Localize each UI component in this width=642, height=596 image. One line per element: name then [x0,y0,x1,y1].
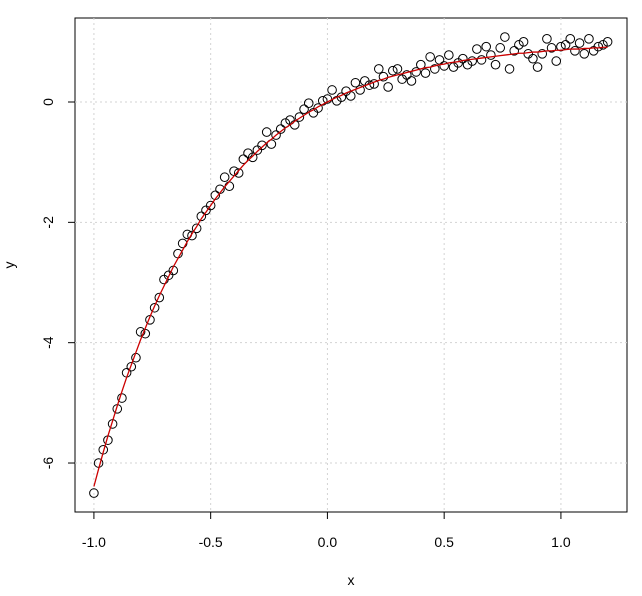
point [570,46,580,56]
point [275,124,286,134]
point [191,223,202,234]
point [486,50,496,60]
point [439,61,449,71]
point [378,71,389,82]
point [481,41,491,52]
point [528,53,538,64]
point [135,327,146,337]
point [542,34,552,44]
point [574,38,585,48]
point [303,98,314,109]
x-axis-label: x [348,572,355,588]
point [229,166,239,176]
point [406,76,417,86]
point [252,145,263,155]
y-tick-label: -2 [40,216,56,229]
point [565,34,576,44]
point [537,49,548,59]
point [411,67,421,77]
x-tick-label: 0.5 [434,534,454,550]
point [154,292,165,303]
point [458,53,468,64]
y-tick-label: 0 [40,98,56,106]
point [387,65,398,76]
point [117,393,127,403]
point [392,64,403,74]
y-tick-label: -6 [40,457,56,470]
point [313,103,323,113]
point [261,127,272,137]
point [467,56,477,66]
plot-frame [74,17,628,513]
y-axis-label: y [1,262,17,269]
fit-line [93,46,608,487]
point [434,55,445,65]
point [476,55,487,65]
point [350,77,361,88]
point [402,70,412,80]
point [420,68,431,78]
point [556,41,566,52]
point [257,140,267,151]
point [233,168,244,178]
point [219,172,230,183]
point [584,34,594,44]
point [546,43,557,53]
point [355,85,365,95]
point [327,85,337,95]
point [149,302,160,313]
point [196,211,207,222]
point [89,488,99,498]
point [271,130,281,140]
x-tick-label: 1.0 [551,534,571,550]
x-tick-label: -0.5 [199,534,223,550]
point [490,59,501,70]
point [518,37,529,47]
point [373,64,384,74]
point [205,200,216,211]
point [509,46,520,56]
point [598,40,608,50]
point [500,32,510,42]
point [238,154,249,164]
x-tick-label: 0.0 [318,534,338,550]
point [430,64,440,74]
point [579,49,590,59]
point [532,62,543,72]
point [294,112,305,122]
point [602,37,613,47]
point [126,361,137,372]
point [551,56,562,66]
point [514,40,524,50]
point [472,44,482,54]
point [187,230,197,241]
point [322,94,333,104]
y-tick-label: -4 [40,336,56,349]
point [247,152,258,163]
point [495,43,506,53]
x-tick-label: -1.0 [82,534,106,550]
point [224,181,235,192]
point [504,64,515,74]
point [299,104,309,115]
point [523,49,534,59]
point [425,52,435,62]
point [383,82,393,92]
point [560,40,571,50]
point [444,50,454,60]
